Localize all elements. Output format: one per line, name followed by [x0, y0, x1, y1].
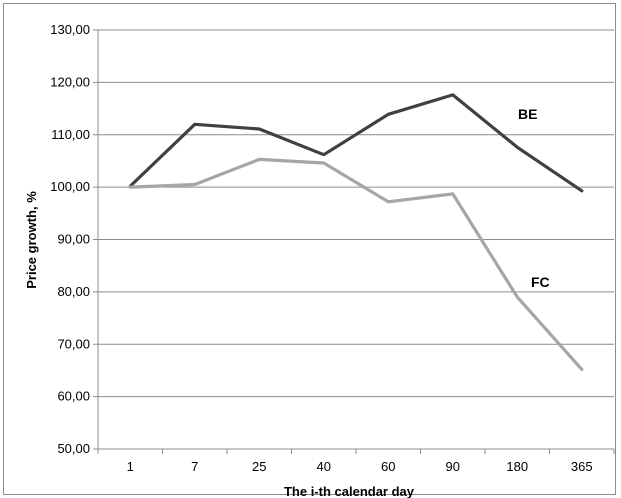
- y-axis-title: Price growth, %: [24, 191, 39, 289]
- y-tick-label: 110,00: [51, 127, 90, 142]
- series-line-be: [128, 93, 584, 193]
- y-tick-label: 70,00: [57, 336, 90, 351]
- chart-frame: [3, 3, 616, 495]
- y-tick-label: 80,00: [57, 284, 90, 299]
- y-tick-labels: 50,00 60,00 70,00 80,00 90,00 100,00 110,00 120…: [50, 22, 90, 456]
- x-tick-label: 365: [571, 459, 593, 474]
- x-tick-label: 7: [191, 459, 198, 474]
- x-tick-label: 180: [506, 459, 528, 474]
- y-tick-label: 60,00: [57, 389, 90, 404]
- series-label-be: BE: [518, 106, 537, 122]
- y-tick-label: 100,00: [50, 179, 90, 194]
- series-lines: [128, 93, 584, 371]
- x-tick-label: 25: [252, 459, 266, 474]
- axes: [97, 30, 615, 454]
- y-tick-label: 120,00: [50, 74, 90, 89]
- x-axis-title: The i-th calendar day: [284, 484, 415, 498]
- y-tick-label: 50,00: [57, 441, 90, 456]
- y-tick-label: 90,00: [57, 232, 90, 247]
- x-tick-label: 40: [317, 459, 331, 474]
- x-tick-label: 60: [381, 459, 395, 474]
- gridlines: [93, 29, 614, 450]
- series-line-fc: [128, 157, 584, 371]
- x-tick-labels: 1 7 25 40 60 90 180 365: [127, 459, 593, 474]
- y-tick-label: 130,00: [50, 22, 90, 37]
- series-label-fc: FC: [531, 274, 550, 290]
- x-tick-label: 90: [446, 459, 460, 474]
- x-tick-label: 1: [127, 459, 134, 474]
